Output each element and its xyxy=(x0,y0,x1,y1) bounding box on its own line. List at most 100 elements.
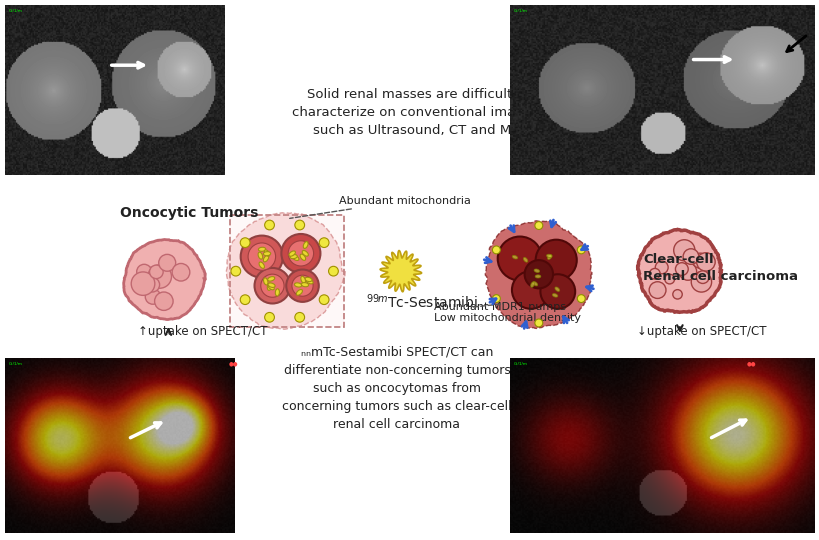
Circle shape xyxy=(295,220,304,230)
Circle shape xyxy=(265,220,274,230)
Ellipse shape xyxy=(296,289,302,295)
Ellipse shape xyxy=(546,254,551,258)
Ellipse shape xyxy=(268,284,274,290)
Ellipse shape xyxy=(300,254,305,260)
Circle shape xyxy=(511,271,550,309)
Circle shape xyxy=(260,274,283,298)
Polygon shape xyxy=(226,213,345,329)
Circle shape xyxy=(649,268,659,279)
Ellipse shape xyxy=(302,251,308,256)
Circle shape xyxy=(131,272,155,295)
Circle shape xyxy=(328,266,338,276)
Ellipse shape xyxy=(292,255,299,260)
Ellipse shape xyxy=(275,289,279,296)
Circle shape xyxy=(649,282,665,299)
Circle shape xyxy=(492,246,500,254)
Circle shape xyxy=(672,289,681,299)
Ellipse shape xyxy=(552,294,557,297)
Ellipse shape xyxy=(523,258,527,262)
Circle shape xyxy=(254,268,290,303)
Circle shape xyxy=(685,250,697,262)
Ellipse shape xyxy=(305,279,313,284)
Circle shape xyxy=(690,272,711,292)
Circle shape xyxy=(143,267,161,286)
Text: Abundant MDR1 pumps: Abundant MDR1 pumps xyxy=(434,302,565,312)
Ellipse shape xyxy=(303,241,308,248)
FancyBboxPatch shape xyxy=(229,215,344,327)
Text: ●●: ●● xyxy=(746,362,756,367)
Circle shape xyxy=(159,254,175,271)
Ellipse shape xyxy=(532,281,537,286)
Circle shape xyxy=(524,260,552,288)
Circle shape xyxy=(295,313,304,322)
Text: Clear-cell
Renal cell carcinoma: Clear-cell Renal cell carcinoma xyxy=(643,253,798,284)
Circle shape xyxy=(145,289,161,304)
Circle shape xyxy=(240,295,250,305)
Text: ↑uptake on SPECT/CT: ↑uptake on SPECT/CT xyxy=(138,325,268,338)
Circle shape xyxy=(240,238,250,247)
Circle shape xyxy=(534,221,542,229)
Ellipse shape xyxy=(258,247,265,251)
Circle shape xyxy=(292,275,313,296)
Ellipse shape xyxy=(267,283,271,291)
Ellipse shape xyxy=(267,276,274,281)
Text: G:/1/m: G:/1/m xyxy=(8,362,23,366)
Circle shape xyxy=(155,292,173,310)
Text: Oncocytic Tumors: Oncocytic Tumors xyxy=(120,206,258,220)
Circle shape xyxy=(577,295,585,302)
Circle shape xyxy=(695,271,708,284)
Ellipse shape xyxy=(258,252,262,259)
Circle shape xyxy=(265,313,274,322)
Circle shape xyxy=(147,265,171,288)
Polygon shape xyxy=(124,240,205,320)
Ellipse shape xyxy=(263,278,268,285)
Text: ↓uptake on SPECT/CT: ↓uptake on SPECT/CT xyxy=(636,325,766,338)
Circle shape xyxy=(172,264,189,281)
Circle shape xyxy=(577,246,585,254)
Polygon shape xyxy=(637,230,721,312)
Text: Low mitochondrial density: Low mitochondrial density xyxy=(434,313,581,323)
Ellipse shape xyxy=(259,262,264,268)
Ellipse shape xyxy=(301,282,308,287)
Text: ₙₙmTc-Sestamibi SPECT/CT can
differentiate non-concerning tumors
such as oncocyt: ₙₙmTc-Sestamibi SPECT/CT can differentia… xyxy=(282,346,511,431)
Polygon shape xyxy=(380,251,421,292)
Text: Solid renal masses are difficult to
characterize on conventional imaging
such as: Solid renal masses are difficult to char… xyxy=(292,88,545,137)
Circle shape xyxy=(231,266,241,276)
Circle shape xyxy=(535,240,576,280)
Circle shape xyxy=(682,249,698,265)
Circle shape xyxy=(678,263,696,280)
Circle shape xyxy=(248,243,275,271)
Circle shape xyxy=(696,253,714,271)
Circle shape xyxy=(497,237,541,280)
Circle shape xyxy=(319,238,328,247)
Circle shape xyxy=(145,278,160,292)
Ellipse shape xyxy=(263,252,270,256)
Circle shape xyxy=(675,262,687,275)
Text: G:/1/m: G:/1/m xyxy=(8,9,22,12)
Text: G:/1/m: G:/1/m xyxy=(514,9,527,12)
Text: G:/1/m: G:/1/m xyxy=(514,362,527,366)
Ellipse shape xyxy=(305,278,312,281)
Circle shape xyxy=(492,295,500,302)
Circle shape xyxy=(287,241,313,266)
Text: created with biorender.com: created with biorender.com xyxy=(649,472,735,477)
Circle shape xyxy=(673,240,694,261)
Circle shape xyxy=(692,253,707,268)
Ellipse shape xyxy=(294,283,301,287)
Ellipse shape xyxy=(301,276,305,283)
Ellipse shape xyxy=(533,269,539,273)
Ellipse shape xyxy=(512,255,517,259)
Ellipse shape xyxy=(535,275,540,278)
Circle shape xyxy=(540,274,574,309)
Text: Abundant mitochondria: Abundant mitochondria xyxy=(289,195,470,218)
Ellipse shape xyxy=(554,287,559,292)
Circle shape xyxy=(149,265,163,279)
Ellipse shape xyxy=(547,255,551,259)
Ellipse shape xyxy=(263,255,269,262)
Text: $^{99m}$Tc-Sestamibi: $^{99m}$Tc-Sestamibi xyxy=(365,292,477,310)
Circle shape xyxy=(137,264,152,279)
Circle shape xyxy=(281,234,320,273)
Circle shape xyxy=(319,295,328,305)
Circle shape xyxy=(286,269,319,302)
Ellipse shape xyxy=(530,282,534,287)
